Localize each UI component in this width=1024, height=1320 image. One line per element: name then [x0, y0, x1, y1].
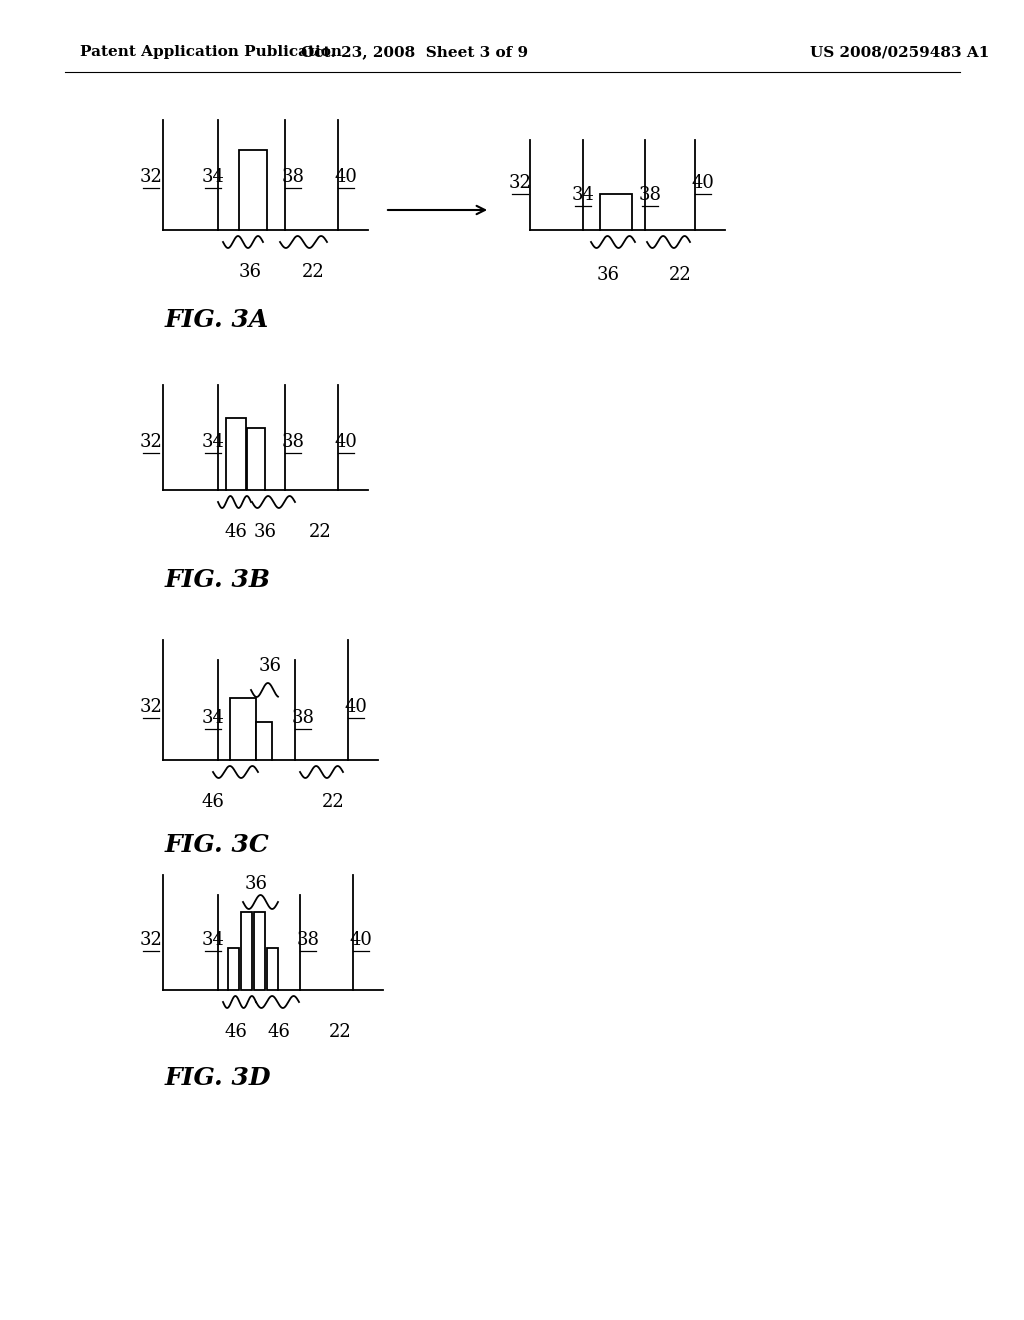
Text: 40: 40	[349, 931, 373, 949]
Text: 46: 46	[267, 1023, 291, 1041]
Text: 34: 34	[202, 931, 224, 949]
Text: 32: 32	[139, 931, 163, 949]
Bar	[247, 428, 265, 490]
Text: 46: 46	[202, 793, 224, 810]
Text: 38: 38	[297, 931, 319, 949]
Text: 38: 38	[282, 433, 304, 451]
Text: 22: 22	[669, 267, 691, 284]
Bar	[239, 150, 267, 230]
Bar	[256, 722, 272, 760]
Text: 36: 36	[239, 263, 261, 281]
Text: FIG. 3D: FIG. 3D	[165, 1067, 271, 1090]
Bar	[226, 418, 246, 490]
Text: 38: 38	[292, 709, 314, 727]
Text: 40: 40	[344, 698, 368, 715]
Text: FIG. 3A: FIG. 3A	[165, 308, 269, 333]
Text: 40: 40	[335, 433, 357, 451]
Text: 32: 32	[509, 174, 531, 191]
Text: 22: 22	[322, 793, 344, 810]
Bar	[230, 698, 256, 760]
Text: 36: 36	[597, 267, 620, 284]
Text: 36: 36	[245, 875, 267, 894]
Text: 22: 22	[302, 263, 325, 281]
Text: FIG. 3B: FIG. 3B	[165, 568, 271, 591]
Text: 34: 34	[202, 433, 224, 451]
Text: 46: 46	[224, 1023, 248, 1041]
Text: 34: 34	[571, 186, 595, 205]
Bar	[228, 948, 239, 990]
Text: 40: 40	[335, 168, 357, 186]
Bar	[600, 194, 632, 230]
Text: Oct. 23, 2008  Sheet 3 of 9: Oct. 23, 2008 Sheet 3 of 9	[301, 45, 528, 59]
Text: 34: 34	[202, 168, 224, 186]
Text: 38: 38	[639, 186, 662, 205]
Text: 46: 46	[224, 523, 248, 541]
Text: 38: 38	[282, 168, 304, 186]
Text: 32: 32	[139, 698, 163, 715]
Text: 22: 22	[329, 1023, 351, 1041]
Text: FIG. 3C: FIG. 3C	[165, 833, 269, 857]
Bar	[254, 912, 265, 990]
Text: 34: 34	[202, 709, 224, 727]
Text: 36: 36	[254, 523, 276, 541]
Text: Patent Application Publication: Patent Application Publication	[80, 45, 342, 59]
Text: 32: 32	[139, 433, 163, 451]
Bar	[241, 912, 252, 990]
Text: 40: 40	[691, 174, 715, 191]
Text: US 2008/0259483 A1: US 2008/0259483 A1	[810, 45, 989, 59]
Text: 32: 32	[139, 168, 163, 186]
Text: 36: 36	[258, 657, 282, 675]
Text: 22: 22	[308, 523, 332, 541]
Bar	[267, 948, 278, 990]
